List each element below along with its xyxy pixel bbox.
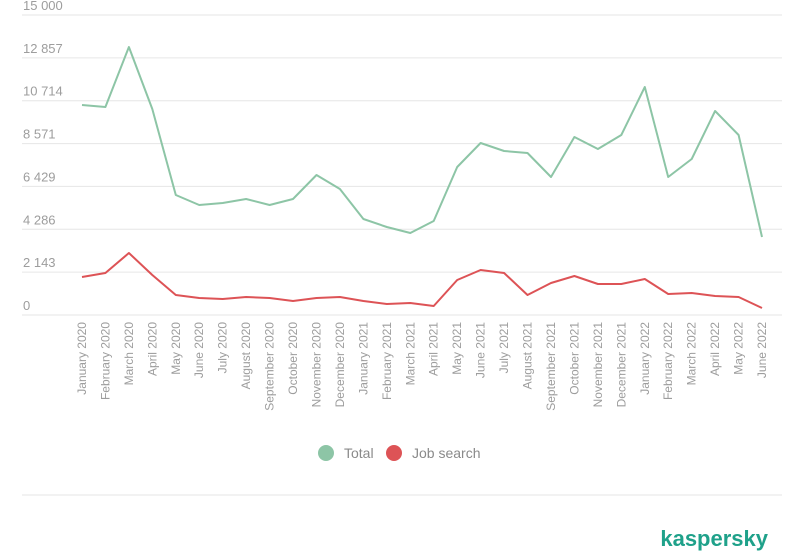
x-tick-label: August 2020	[239, 322, 253, 390]
kaspersky-logo: kaspersky	[660, 526, 768, 551]
y-tick-label: 2 143	[23, 255, 56, 270]
x-tick-label: November 2020	[309, 322, 323, 408]
x-tick-label: January 2020	[75, 322, 89, 395]
series-line-job-search	[81, 252, 763, 309]
x-tick-label: February 2020	[98, 322, 112, 400]
legend-item-total: Total	[318, 445, 374, 461]
x-tick-label: January 2021	[356, 322, 370, 395]
x-tick-label: December 2020	[333, 322, 347, 408]
x-tick-label: May 2022	[732, 322, 746, 375]
legend-swatch-job-search	[386, 445, 402, 461]
legend-label-total: Total	[344, 445, 374, 461]
x-tick-label: February 2021	[380, 322, 394, 400]
legend-item-job-search: Job search	[386, 445, 480, 461]
x-tick-label: May 2020	[169, 322, 183, 375]
x-tick-label: April 2022	[708, 322, 722, 376]
y-tick-label: 4 286	[23, 212, 56, 227]
y-tick-label: 12 857	[23, 41, 63, 56]
y-axis-ticks: 0 2 143 4 286 6 429 8 571 10 714 12 857 15 000	[23, 0, 63, 313]
x-tick-label: May 2021	[450, 322, 464, 375]
series-line-total	[81, 46, 763, 238]
x-tick-label: June 2021	[474, 322, 488, 378]
x-tick-label: August 2021	[521, 322, 535, 390]
legend-label-job-search: Job search	[412, 445, 480, 461]
y-tick-label: 8 571	[23, 127, 56, 142]
x-tick-label: October 2020	[286, 322, 300, 395]
x-tick-label: October 2021	[567, 322, 581, 395]
x-tick-label: March 2020	[122, 322, 136, 386]
x-tick-label: January 2022	[638, 322, 652, 395]
legend-swatch-total	[318, 445, 334, 461]
series-lines	[81, 46, 763, 309]
y-tick-label: 10 714	[23, 84, 63, 99]
x-tick-label: February 2022	[661, 322, 675, 400]
x-tick-label: November 2021	[591, 322, 605, 408]
grid-lines	[22, 14, 782, 316]
legend: Total Job search	[318, 445, 480, 461]
x-tick-label: March 2022	[685, 322, 699, 386]
y-tick-label: 0	[23, 298, 30, 313]
x-tick-label: July 2021	[497, 322, 511, 374]
x-tick-label: September 2020	[263, 322, 277, 411]
y-tick-label: 6 429	[23, 169, 56, 184]
x-axis-ticks: January 2020 February 2020 March 2020 April…	[75, 322, 769, 411]
x-tick-label: September 2021	[544, 322, 558, 411]
x-tick-label: July 2020	[216, 322, 230, 374]
x-tick-label: April 2021	[427, 322, 441, 376]
x-tick-label: March 2021	[403, 322, 417, 386]
y-tick-label: 15 000	[23, 0, 63, 13]
x-tick-label: December 2021	[614, 322, 628, 408]
x-tick-label: June 2020	[192, 322, 206, 378]
x-tick-label: June 2022	[755, 322, 769, 378]
x-tick-label: April 2020	[145, 322, 159, 376]
